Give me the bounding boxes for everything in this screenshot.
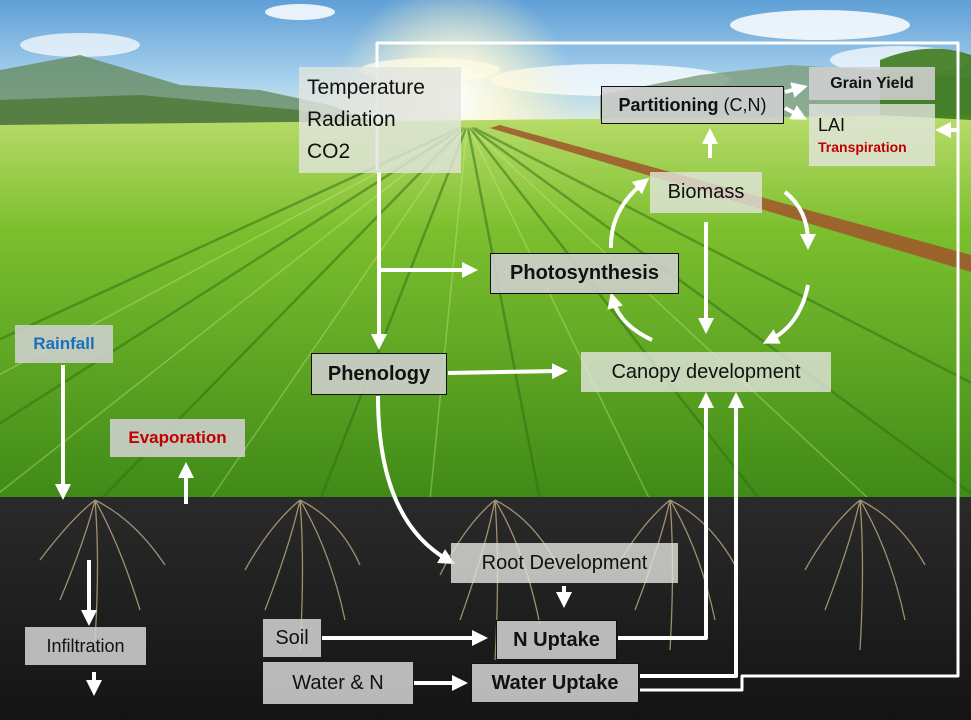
rainfall-box: Rainfall bbox=[15, 325, 113, 363]
rainfall-label: Rainfall bbox=[33, 334, 95, 353]
temperature-label: Temperature bbox=[307, 76, 425, 99]
soil-label: Soil bbox=[275, 626, 309, 649]
climate-drivers-box: Temperature Radiation CO2 bbox=[299, 67, 461, 173]
canopy-development-label: Canopy development bbox=[611, 360, 801, 383]
photosynthesis-box: Photosynthesis bbox=[490, 253, 679, 294]
soil-box: Soil bbox=[263, 619, 321, 657]
infiltration-box: Infiltration bbox=[25, 627, 146, 665]
lai-label: LAI bbox=[818, 115, 846, 135]
water-uptake-box: Water Uptake bbox=[471, 663, 639, 703]
partitioning-box: Partitioning (C,N) bbox=[601, 86, 784, 124]
root-development-label: Root Development bbox=[481, 551, 648, 574]
water-and-n-label: Water & N bbox=[292, 671, 384, 694]
phenology-label: Phenology bbox=[327, 362, 431, 385]
transpiration-label: Transpiration bbox=[818, 139, 907, 155]
photosynthesis-label: Photosynthesis bbox=[510, 262, 659, 284]
grain-yield-label: Grain Yield bbox=[830, 74, 914, 92]
water-and-n-box: Water & N bbox=[263, 662, 413, 704]
biomass-box: Biomass bbox=[650, 172, 762, 213]
infiltration-label: Infiltration bbox=[46, 635, 125, 656]
evaporation-box: Evaporation bbox=[110, 419, 245, 457]
radiation-label: Radiation bbox=[307, 108, 396, 131]
root-development-box: Root Development bbox=[451, 543, 678, 583]
biomass-label: Biomass bbox=[667, 181, 745, 203]
n-uptake-box: N Uptake bbox=[496, 620, 617, 660]
phenology-box: Phenology bbox=[311, 353, 447, 395]
canopy-development-box: Canopy development bbox=[581, 352, 831, 392]
grain-yield-box: Grain Yield bbox=[809, 67, 935, 100]
water-uptake-label: Water Uptake bbox=[491, 671, 619, 694]
partitioning-suffix: (C,N) bbox=[718, 94, 767, 115]
co2-label: CO2 bbox=[307, 140, 351, 163]
evaporation-label: Evaporation bbox=[128, 428, 227, 447]
partitioning-label: Partitioning bbox=[618, 94, 719, 115]
lai-transpiration-box: LAI Transpiration bbox=[809, 104, 935, 166]
n-uptake-label: N Uptake bbox=[513, 628, 600, 651]
